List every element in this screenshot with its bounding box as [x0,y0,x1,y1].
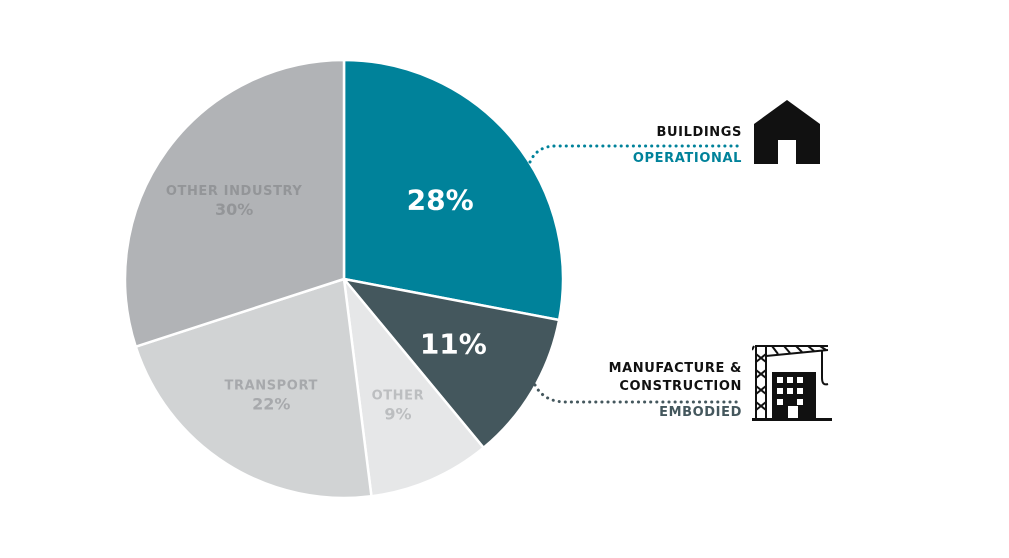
buildings-title: BUILDINGS [656,125,742,140]
manufacture-title-line1: MANUFACTURE & [608,361,742,376]
buildings-leader-line [528,144,744,164]
manufacture-title-line2: CONSTRUCTION [619,379,742,394]
pie-slices [123,58,565,500]
slice-category-label-3: OTHER [372,389,425,404]
slice-value-label-3: 9% [384,405,411,424]
slice-value-label-1: 28% [407,183,474,216]
manufacture-subtitle: EMBODIED [659,405,742,420]
manufacture-leader-line [533,383,744,404]
slice-category-label-4: TRANSPORT [225,379,318,394]
pie-slice-4 [134,277,373,500]
slice-value-label-2: 11% [420,328,487,361]
house-icon [754,100,820,164]
pie-slice-3 [342,277,485,498]
slice-value-label-5: 30% [215,200,253,219]
slice-category-label-5: OTHER INDUSTRY [166,184,303,199]
buildings-subtitle: OPERATIONAL [632,151,742,166]
slice-value-label-4: 22% [252,395,290,414]
crane-building-icon [752,345,832,421]
pie-slice-1 [342,58,565,322]
pie-slice-2 [342,277,561,449]
pie-slice-5 [123,58,346,348]
